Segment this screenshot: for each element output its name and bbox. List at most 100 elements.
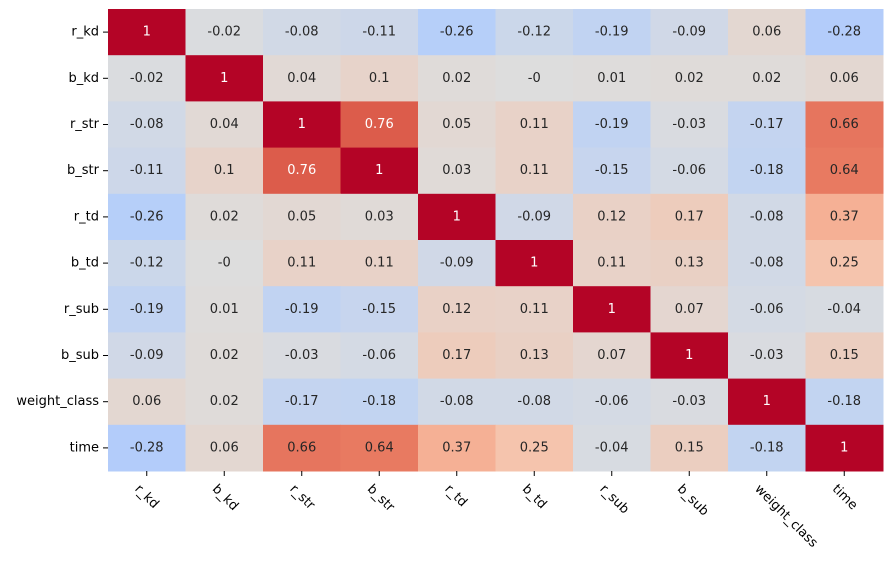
cell-value-label: 0.66 (830, 117, 859, 132)
cell-value-label: -0.12 (517, 25, 551, 40)
heatmap-cell (573, 332, 651, 380)
heatmap-cell (108, 286, 186, 333)
cell-value-label: -0.08 (517, 394, 551, 409)
heatmap-cell (650, 101, 729, 149)
cell-value-label: 0.17 (442, 348, 471, 363)
cell-value-label: 0.11 (520, 302, 549, 317)
cell-value-label: -0.11 (130, 163, 164, 178)
y-tick-label: r_str (70, 117, 100, 132)
cell-value-label: -0.28 (827, 25, 861, 40)
heatmap-cell (108, 424, 186, 472)
heatmap-cell (108, 55, 186, 102)
cell-value-label: -0.15 (595, 163, 629, 178)
heatmap-cell (573, 286, 651, 333)
cell-value-label: 1 (298, 117, 306, 132)
cell-value-label: 0.03 (442, 163, 471, 178)
cell-value-label: 0.03 (365, 209, 394, 224)
heatmap-cell (650, 286, 729, 333)
x-tick-label: weight_class (751, 482, 820, 551)
heatmap-cell (263, 240, 341, 287)
heatmap-cell (805, 240, 884, 287)
x-tick-label: b_sub (674, 482, 711, 519)
y-tick-label: weight_class (16, 394, 99, 409)
heatmap-cell (418, 147, 496, 195)
heatmap-cell (495, 424, 574, 472)
cell-value-label: 0.76 (287, 163, 316, 178)
cell-value-label: -0.03 (672, 394, 706, 409)
heatmap-cell (263, 332, 341, 380)
heatmap-cells (108, 9, 884, 472)
heatmap-cell (418, 240, 496, 287)
cell-value-label: -0.17 (285, 394, 319, 409)
heatmap-cell (650, 378, 729, 426)
cell-value-label: -0.28 (130, 440, 164, 455)
heatmap-cell (650, 424, 729, 472)
cell-value-label: 1 (530, 256, 538, 271)
heatmap-cell (805, 55, 884, 102)
heatmap-cell (573, 240, 651, 287)
cell-value-label: 0.15 (830, 348, 859, 363)
cell-value-label: 0.11 (287, 256, 316, 271)
cell-value-label: 0.12 (442, 302, 471, 317)
cell-value-label: 0.11 (597, 256, 626, 271)
heatmap-cell (650, 147, 729, 195)
heatmap-cell (728, 101, 806, 149)
heatmap-cell (805, 193, 884, 241)
heatmap-cell (728, 378, 806, 426)
heatmap-cell (573, 193, 651, 241)
cell-value-label: -0.08 (750, 256, 784, 271)
cell-value-label: 0.12 (597, 209, 626, 224)
cell-value-label: -0.18 (362, 394, 396, 409)
x-tick-label: b_str (364, 482, 398, 516)
cell-value-label: 0.01 (210, 302, 239, 317)
heatmap-cell (185, 424, 264, 472)
heatmap-cell (495, 240, 574, 287)
cell-value-label: 1 (453, 209, 461, 224)
heatmap-cell (805, 9, 884, 56)
cell-value-label: -0.09 (672, 25, 706, 40)
cell-value-label: -0.06 (750, 302, 784, 317)
heatmap-cell (340, 240, 419, 287)
cell-value-label: -0.08 (285, 25, 319, 40)
cell-value-label: -0.08 (440, 394, 474, 409)
heatmap-cell (108, 147, 186, 195)
cell-value-label: 0.06 (210, 440, 239, 455)
heatmap-cell (340, 101, 419, 149)
heatmap-cell (185, 9, 264, 56)
heatmap-cell (108, 378, 186, 426)
cell-value-label: -0.06 (595, 394, 629, 409)
cell-value-label: -0.08 (130, 117, 164, 132)
cell-value-label: -0.19 (130, 302, 164, 317)
cell-value-label: 0.1 (369, 71, 390, 86)
heatmap-cell (495, 101, 574, 149)
cell-value-label: -0.15 (362, 302, 396, 317)
heatmap-cell (805, 286, 884, 333)
x-tick-label: r_str (286, 482, 318, 514)
cell-value-label: 0.02 (210, 348, 239, 363)
heatmap-cell (263, 55, 341, 102)
heatmap-cell (263, 147, 341, 195)
y-tick-label: b_str (67, 163, 100, 178)
heatmap-cell (573, 55, 651, 102)
heatmap-cell (108, 9, 186, 56)
heatmap-cell (263, 9, 341, 56)
heatmap-cell (418, 9, 496, 56)
cell-value-label: 1 (685, 348, 693, 363)
heatmap-cell (650, 240, 729, 287)
heatmap-cell (573, 9, 651, 56)
x-tick-label: b_td (519, 482, 549, 512)
cell-value-label: -0.03 (285, 348, 319, 363)
heatmap-cell (418, 378, 496, 426)
heatmap-cell (650, 193, 729, 241)
x-tick-label: b_kd (209, 482, 241, 514)
cell-value-label: 0.02 (210, 394, 239, 409)
cell-value-label: -0.19 (285, 302, 319, 317)
y-tick-label: b_td (71, 256, 99, 271)
cell-value-label: 0.02 (442, 71, 471, 86)
heatmap-cell (340, 9, 419, 56)
cell-value-label: 0.11 (365, 256, 394, 271)
cell-value-label: -0.04 (827, 302, 861, 317)
cell-value-label: -0 (218, 256, 231, 271)
cell-value-label: 0.13 (520, 348, 549, 363)
cell-value-label: 0.05 (287, 209, 316, 224)
